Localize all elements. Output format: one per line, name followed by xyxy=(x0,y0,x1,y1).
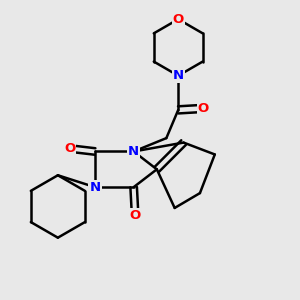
Text: N: N xyxy=(89,181,100,194)
Text: O: O xyxy=(198,102,209,115)
Text: O: O xyxy=(172,13,184,26)
Text: O: O xyxy=(130,209,141,222)
Text: N: N xyxy=(128,145,139,158)
Text: N: N xyxy=(173,69,184,82)
Text: O: O xyxy=(64,142,75,155)
